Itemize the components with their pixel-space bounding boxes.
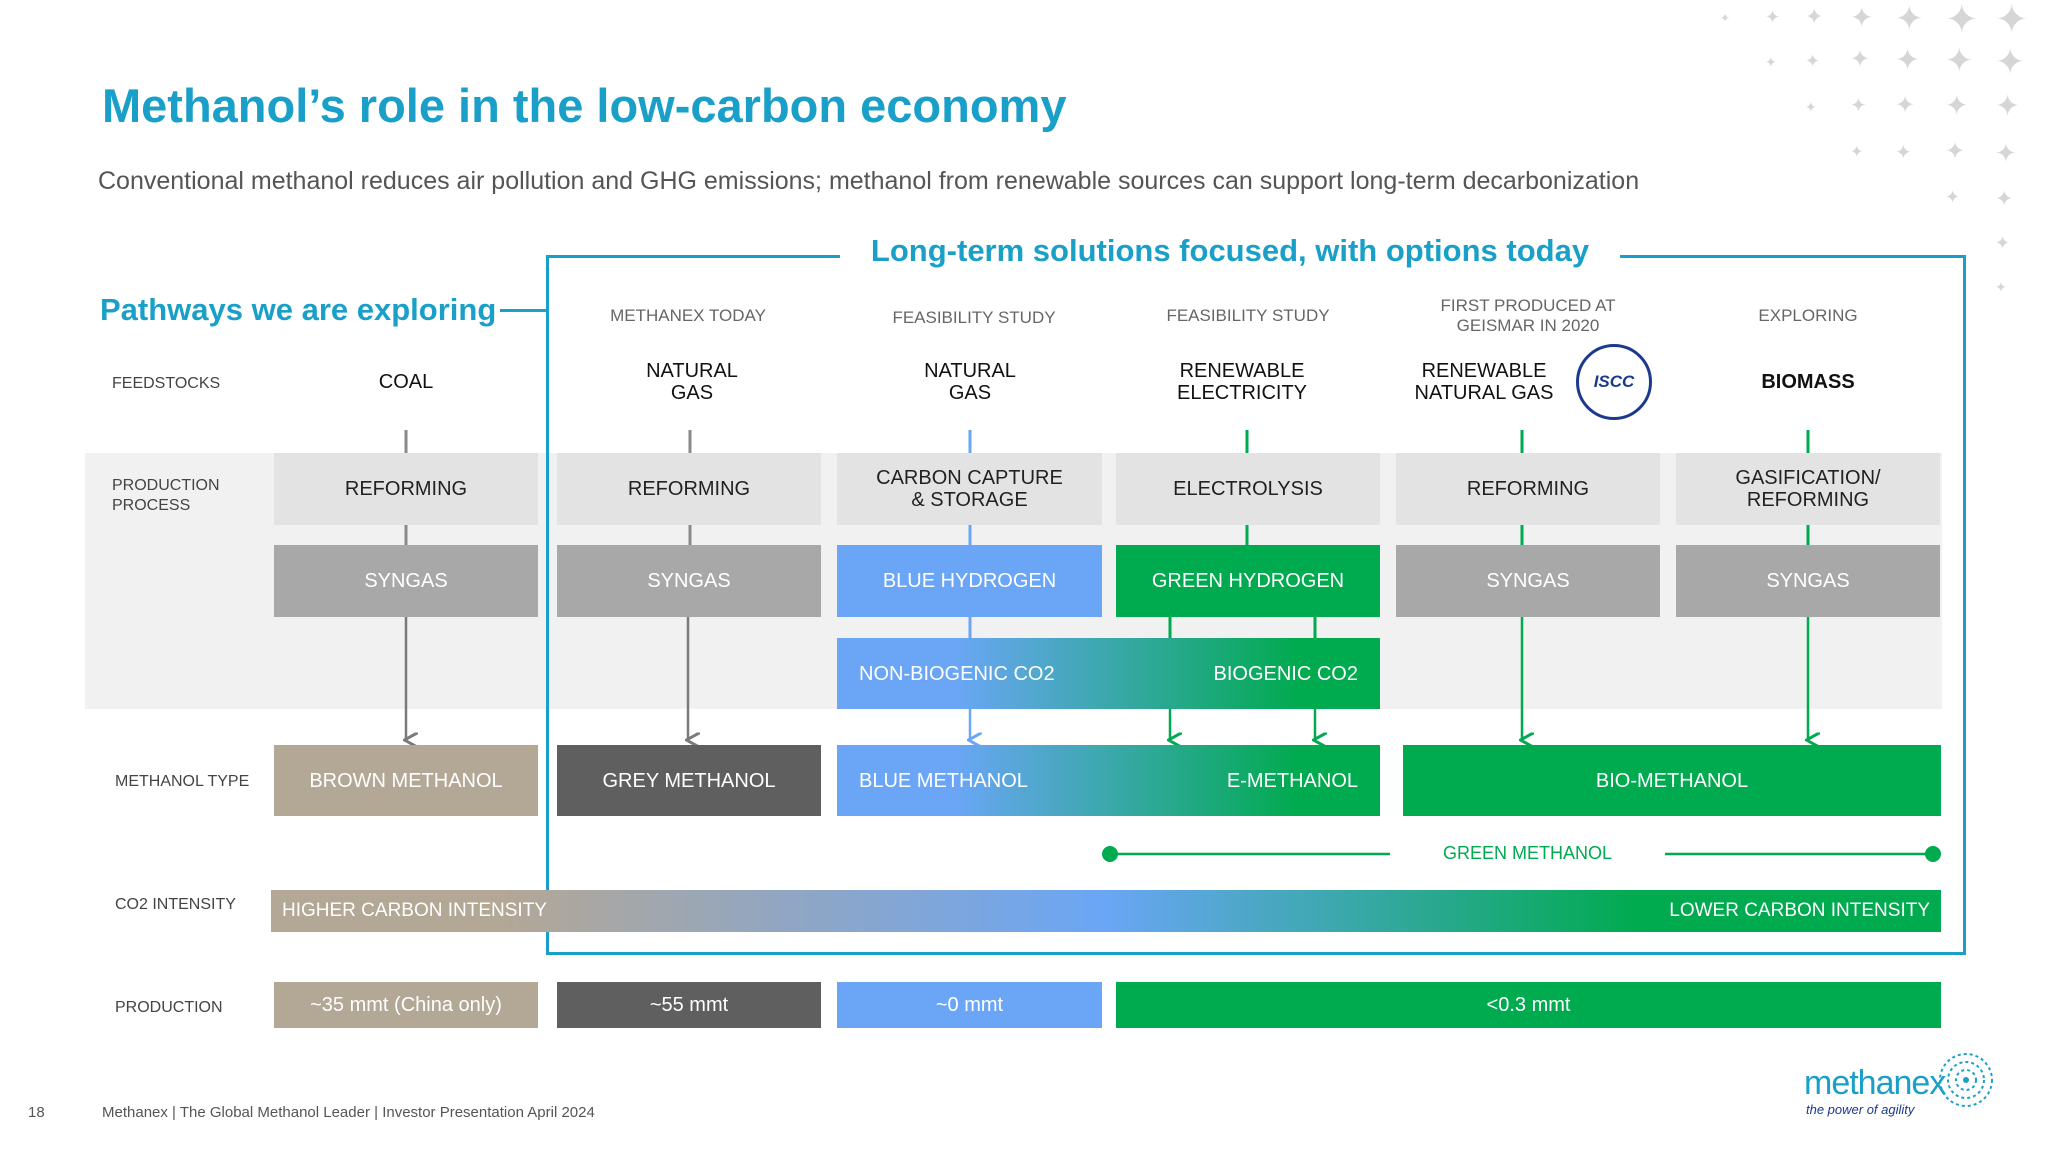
intermediate-bio-syngas-label: SYNGAS	[1766, 570, 1850, 592]
column-header-first-produced-line1: FIRST PRODUCED AT	[1440, 296, 1616, 315]
process-carbon-capture-line2: & STORAGE	[911, 489, 1028, 511]
co2-source-box: NON-BIOGENIC CO2 BIOGENIC CO2	[837, 638, 1380, 709]
pathways-connector	[500, 309, 546, 312]
feedstock-natural-gas-2-line2: GAS	[948, 382, 992, 404]
process-carbon-capture: CARBON CAPTURE & STORAGE	[837, 453, 1102, 525]
methanol-e-label: E-METHANOL	[1226, 769, 1358, 792]
methanol-blue-e: BLUE METHANOL E-METHANOL	[837, 745, 1380, 816]
row-label-feedstocks: FEEDSTOCKS	[112, 375, 221, 392]
co2-non-biogenic-label: NON-BIOGENIC CO2	[859, 662, 1055, 685]
page-title: Methanol’s role in the low-carbon econom…	[102, 79, 1067, 132]
methanol-bio: BIO-METHANOL	[1403, 745, 1941, 816]
feedstock-coal: COAL	[378, 371, 434, 393]
production-brown: ~35 mmt (China only)	[274, 982, 538, 1028]
process-carbon-capture-line1: CARBON CAPTURE	[876, 467, 1063, 489]
column-header-first-produced-line2: GEISMAR IN 2020	[1456, 316, 1600, 335]
intermediate-blue-hydrogen-label: BLUE HYDROGEN	[882, 570, 1057, 592]
row-label-production-volume: PRODUCTION	[115, 999, 223, 1016]
production-green-label: <0.3 mmt	[1486, 994, 1571, 1016]
process-ng-reforming-label: REFORMING	[627, 478, 751, 500]
feedstock-natural-gas-1-line2: GAS	[670, 382, 714, 404]
green-range-end-dot	[1925, 846, 1941, 862]
intermediate-rng-syngas-label: SYNGAS	[1486, 570, 1570, 592]
row-label-methanol-type: METHANOL TYPE	[115, 773, 250, 790]
co2-biogenic-label: BIOGENIC CO2	[1213, 662, 1358, 685]
methanex-tagline: the power of agility	[1806, 1102, 1915, 1117]
higher-intensity-label: HIGHER CARBON INTENSITY	[282, 900, 547, 921]
intermediate-coal-syngas-label: SYNGAS	[364, 570, 448, 592]
process-ng-reforming: REFORMING	[557, 453, 821, 525]
iscc-badge-text: ISCC	[1593, 372, 1635, 391]
pathways-callout: Pathways we are exploring	[100, 292, 497, 327]
process-coal-reforming: REFORMING	[274, 453, 538, 525]
intermediate-ng-syngas-label: SYNGAS	[647, 570, 731, 592]
column-header-feasibility-study-1: FEASIBILITY STUDY	[892, 308, 1056, 327]
methanol-grey: GREY METHANOL	[557, 745, 821, 816]
feedstock-biomass: BIOMASS	[1761, 371, 1855, 393]
feedstock-renewable-electricity-line2: ELECTRICITY	[1176, 382, 1308, 404]
intermediate-rng-syngas: SYNGAS	[1396, 545, 1660, 617]
production-grey: ~55 mmt	[557, 982, 821, 1028]
row-label-production-process: PRODUCTION PROCESS	[112, 476, 220, 516]
process-electrolysis-label: ELECTROLYSIS	[1173, 478, 1323, 500]
feedstock-renewable-natural-gas: RENEWABLE NATURAL GAS	[1404, 360, 1564, 404]
feedstock-renewable-natural-gas-line1: RENEWABLE	[1421, 360, 1547, 382]
row-label-production: PRODUCTION	[112, 477, 220, 494]
methanol-blue-label: BLUE METHANOL	[859, 769, 1028, 792]
feedstock-natural-gas-1-line1: NATURAL	[646, 360, 738, 382]
process-gasification-line2: REFORMING	[1746, 489, 1870, 511]
methanol-brown-label: BROWN METHANOL	[309, 769, 503, 792]
methanol-brown: BROWN METHANOL	[274, 745, 538, 816]
methanol-grey-label: GREY METHANOL	[602, 769, 776, 792]
column-header-methanex-today: METHANEX TODAY	[610, 306, 766, 325]
page-subtitle: Conventional methanol reduces air pollut…	[98, 167, 1640, 195]
feedstock-natural-gas-2: NATURAL GAS	[838, 360, 1102, 404]
long-term-callout: Long-term solutions focused, with option…	[840, 233, 1620, 269]
intermediate-bio-syngas: SYNGAS	[1676, 545, 1940, 617]
methanex-logo-text: methanex	[1804, 1064, 1946, 1102]
green-methanol-label: GREEN METHANOL	[1442, 843, 1613, 863]
intermediate-blue-hydrogen: BLUE HYDROGEN	[837, 545, 1102, 617]
lower-intensity-label: LOWER CARBON INTENSITY	[1669, 900, 1930, 921]
column-header-exploring: EXPLORING	[1758, 306, 1858, 325]
globe-icon	[1939, 1053, 1993, 1107]
intermediate-green-hydrogen-label: GREEN HYDROGEN	[1151, 570, 1345, 592]
process-gasification: GASIFICATION/ REFORMING	[1676, 453, 1940, 525]
process-electrolysis: ELECTROLYSIS	[1116, 453, 1380, 525]
feedstock-natural-gas-1: NATURAL GAS	[560, 360, 824, 404]
production-blue-label: ~0 mmt	[935, 994, 1004, 1016]
production-blue: ~0 mmt	[837, 982, 1102, 1028]
intermediate-coal-syngas: SYNGAS	[274, 545, 538, 617]
column-header-first-produced: FIRST PRODUCED AT GEISMAR IN 2020	[1396, 296, 1660, 336]
production-brown-label: ~35 mmt (China only)	[310, 994, 502, 1016]
row-label-process: PROCESS	[112, 497, 191, 514]
feedstock-renewable-electricity-line1: RENEWABLE	[1179, 360, 1305, 382]
process-rng-reforming: REFORMING	[1396, 453, 1660, 525]
production-grey-label: ~55 mmt	[649, 994, 729, 1016]
intermediate-ng-syngas: SYNGAS	[557, 545, 821, 617]
production-green: <0.3 mmt	[1116, 982, 1941, 1028]
feedstock-renewable-natural-gas-line2: NATURAL GAS	[1414, 382, 1554, 404]
process-coal-reforming-label: REFORMING	[344, 478, 468, 500]
intermediate-green-hydrogen: GREEN HYDROGEN	[1116, 545, 1380, 617]
footer-text: Methanex | The Global Methanol Leader | …	[102, 1104, 595, 1121]
iscc-badge: ISCC	[1576, 344, 1652, 420]
methanol-bio-label: BIO-METHANOL	[1595, 769, 1749, 792]
feedstock-natural-gas-2-line1: NATURAL	[924, 360, 1016, 382]
methanex-logo: methanex the power of agility	[1800, 1050, 2000, 1130]
process-gasification-line1: GASIFICATION/	[1735, 467, 1881, 489]
carbon-intensity-bar: HIGHER CARBON INTENSITY LOWER CARBON INT…	[271, 890, 1941, 932]
row-label-co2-intensity: CO2 INTENSITY	[115, 896, 236, 913]
feedstock-renewable-electricity: RENEWABLE ELECTRICITY	[1110, 360, 1374, 404]
column-header-feasibility-study-2: FEASIBILITY STUDY	[1166, 306, 1330, 325]
page-number: 18	[28, 1104, 45, 1121]
process-rng-reforming-label: REFORMING	[1466, 478, 1590, 500]
